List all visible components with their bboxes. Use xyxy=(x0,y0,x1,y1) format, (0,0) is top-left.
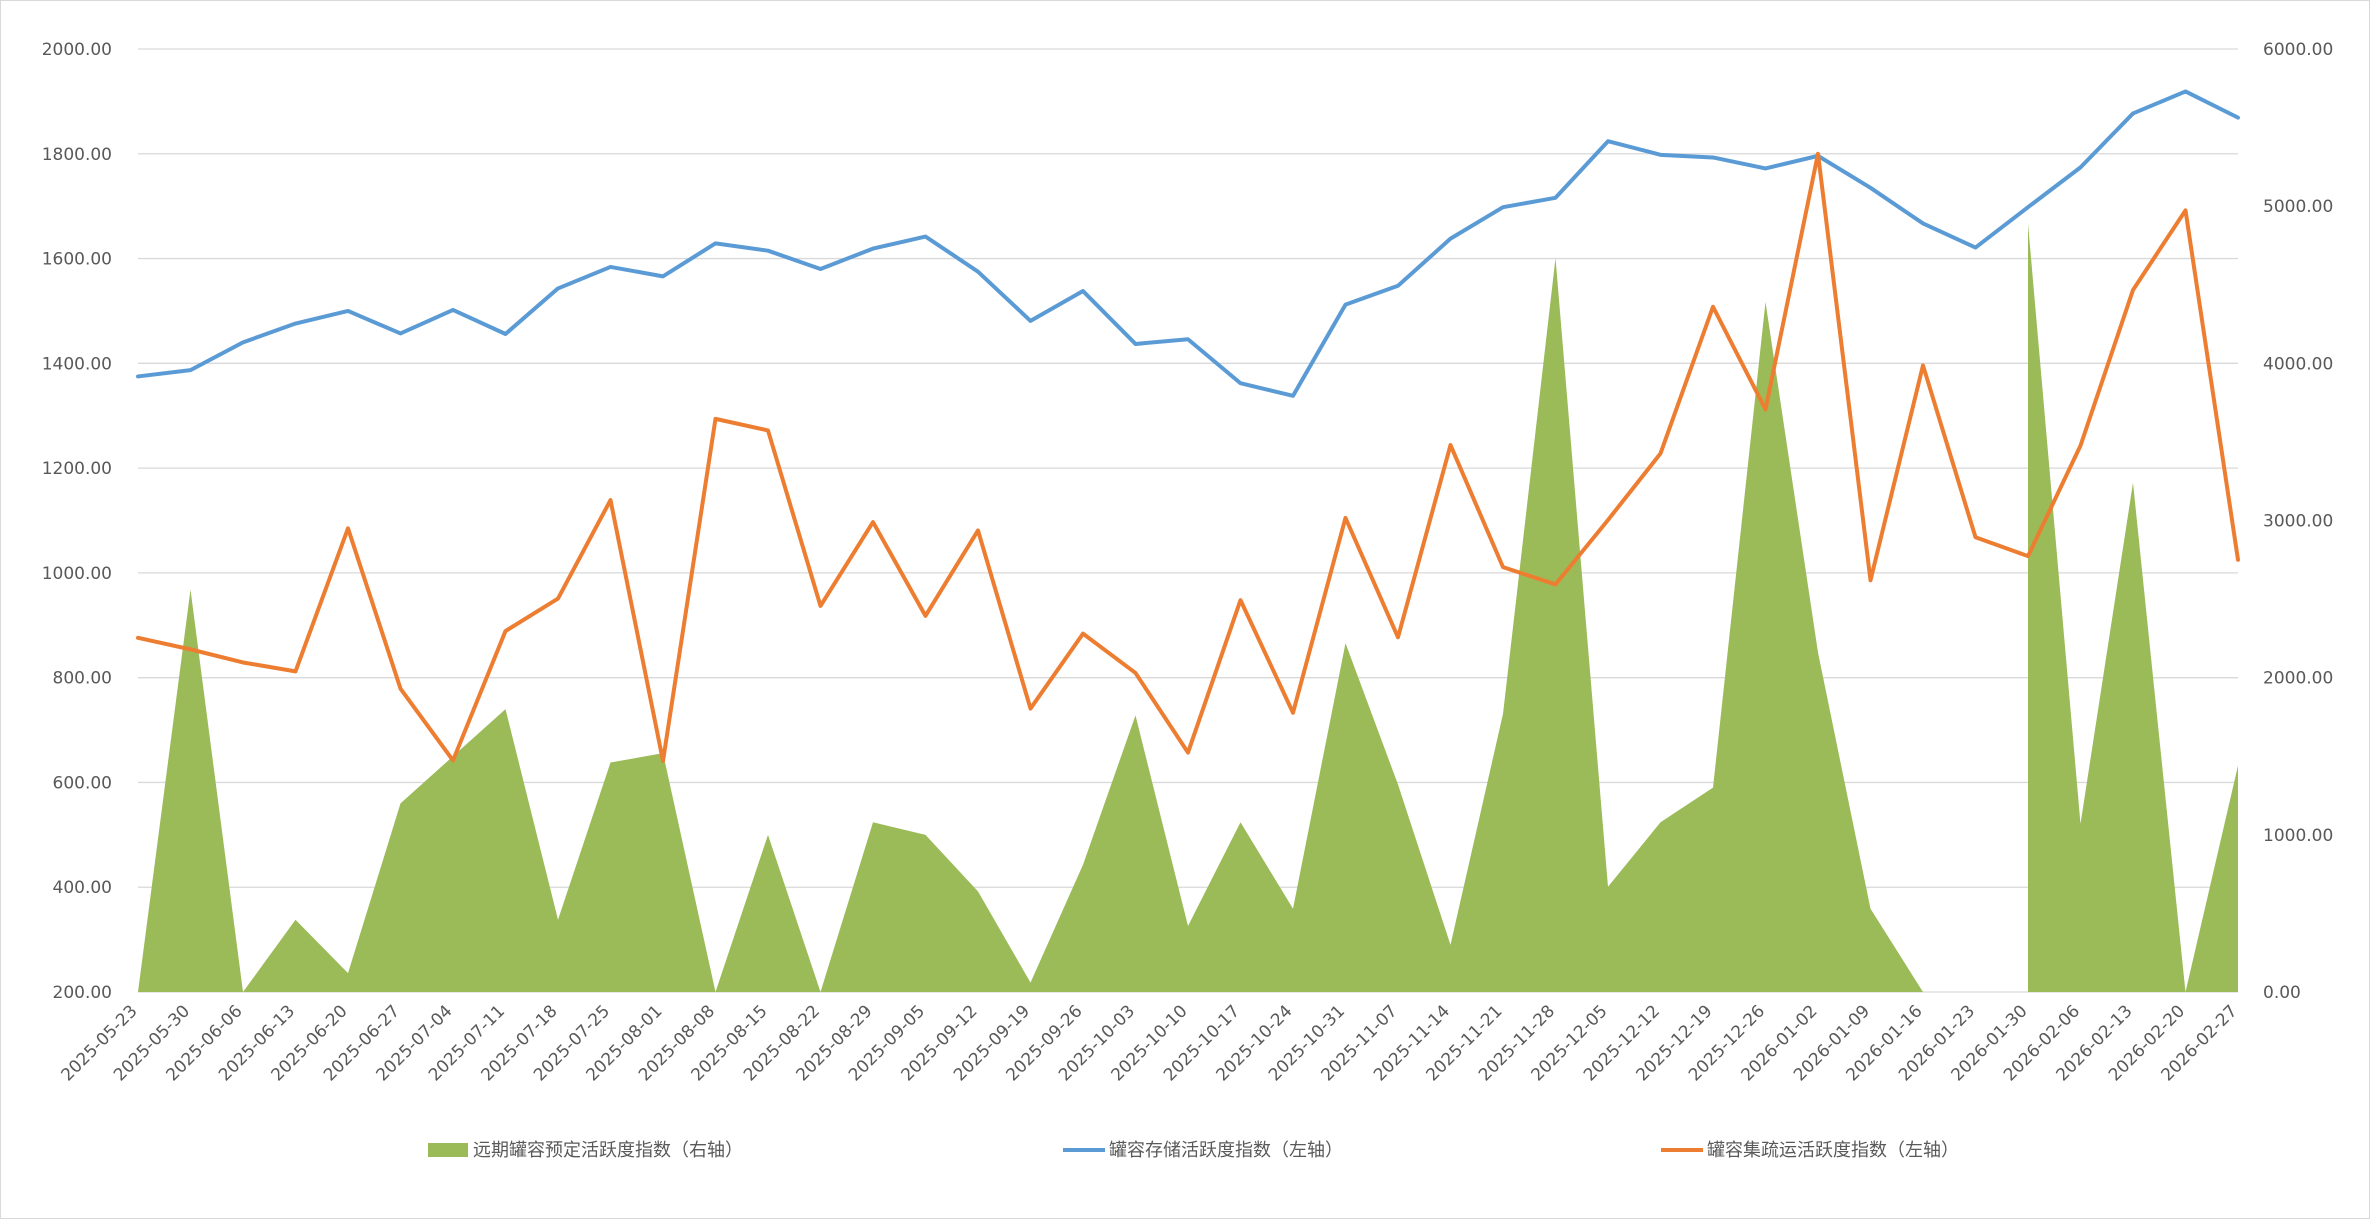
y-tick-label-left: 2000.00 xyxy=(42,40,112,60)
line-series-transport xyxy=(136,151,2240,763)
y-tick-label-right: 5000.00 xyxy=(2263,197,2333,217)
area-series-segment xyxy=(2028,223,2238,992)
y-tick-label-left: 1200.00 xyxy=(42,459,112,479)
x-axis: 2025-05-232025-05-302025-06-062025-06-13… xyxy=(58,1001,2242,1085)
legend-label-area: 远期罐容预定活跃度指数（右轴） xyxy=(473,1140,743,1161)
area-series-layer xyxy=(138,223,2238,992)
y-tick-label-left: 600.00 xyxy=(53,773,112,793)
y-tick-label-left: 1800.00 xyxy=(42,145,112,165)
line-series-storage xyxy=(136,89,2240,398)
y-tick-label-right: 2000.00 xyxy=(2263,669,2333,689)
legend: 远期罐容预定活跃度指数（右轴） 罐容存储活跃度指数（左轴） 罐容集疏运活跃度指数… xyxy=(428,1140,1959,1161)
y-tick-label-right: 4000.00 xyxy=(2263,354,2333,374)
left-axis: 200.00 400.00 600.00 800.00 1000.00 1200.00 14… xyxy=(42,40,112,1003)
area-series-segment xyxy=(138,258,1923,992)
legend-label-transport: 罐容集疏运活跃度指数（左轴） xyxy=(1707,1140,1959,1161)
legend-item-transport[interactable]: 罐容集疏运活跃度指数（左轴） xyxy=(1661,1140,1959,1161)
y-tick-label-left: 200.00 xyxy=(53,983,112,1003)
line-series-layer xyxy=(136,89,2240,763)
y-tick-label-left: 1600.00 xyxy=(42,250,112,270)
y-tick-label-right: 1000.00 xyxy=(2263,826,2333,846)
legend-label-storage: 罐容存储活跃度指数（左轴） xyxy=(1109,1140,1343,1161)
legend-swatch-area xyxy=(428,1143,468,1157)
y-tick-label-left: 400.00 xyxy=(53,878,112,898)
right-axis: 0.00 1000.00 2000.00 3000.00 4000.00 5000.00 6… xyxy=(2263,40,2333,1003)
y-tick-label-right: 6000.00 xyxy=(2263,40,2333,60)
legend-item-area[interactable]: 远期罐容预定活跃度指数（右轴） xyxy=(428,1140,743,1161)
y-tick-label-left: 800.00 xyxy=(53,669,112,689)
y-tick-label-right: 0.00 xyxy=(2263,983,2301,1003)
y-tick-label-left: 1400.00 xyxy=(42,354,112,374)
y-tick-label-right: 3000.00 xyxy=(2263,512,2333,532)
legend-item-storage[interactable]: 罐容存储活跃度指数（左轴） xyxy=(1063,1140,1343,1161)
y-tick-label-left: 1000.00 xyxy=(42,564,112,584)
